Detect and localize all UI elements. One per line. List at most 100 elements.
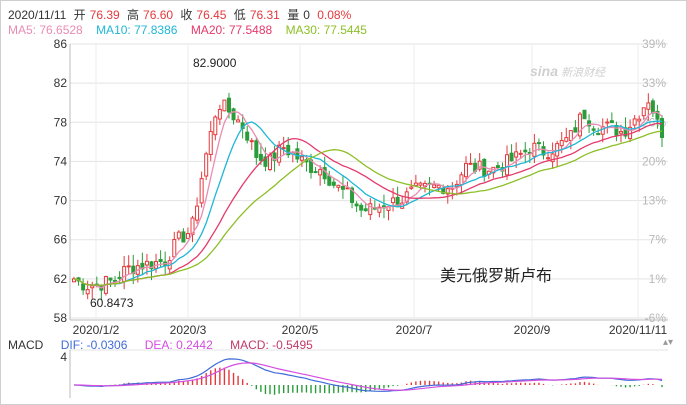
candle-body <box>559 139 564 147</box>
candle-body <box>108 277 113 281</box>
candle-body <box>505 154 510 176</box>
candle-body <box>149 261 154 270</box>
candle-body <box>226 97 231 113</box>
volume-label: 量 <box>287 8 300 22</box>
x-tick-label: 2020/3 <box>170 323 207 337</box>
ma10-line <box>73 120 663 287</box>
candle-body <box>641 107 646 117</box>
y-tick-label: 78 <box>54 115 68 129</box>
open-label: 开 <box>73 8 86 22</box>
macd-label: MACD <box>8 338 44 352</box>
dea-legend: DEA: 0.2442 <box>144 338 213 352</box>
open-value: 76.39 <box>89 8 120 22</box>
watermark-text: 新浪财经 <box>561 67 606 79</box>
candle-body <box>359 204 364 211</box>
y-tick-label: 58 <box>54 311 68 325</box>
candle-body <box>577 113 582 137</box>
candle-body <box>122 266 127 282</box>
candle-body <box>464 162 468 178</box>
candle-body <box>144 260 149 266</box>
candle-body <box>327 175 332 186</box>
ma5-legend: MA5: 76.6528 <box>8 23 83 37</box>
y-pct-tick-label: -6% <box>645 311 667 325</box>
candle-body <box>573 127 578 133</box>
candle-body <box>90 285 95 289</box>
ma-legend: MA5: 76.6528 MA10: 77.8386 MA20: 77.5488… <box>8 23 377 37</box>
macd-legend: MACD DIF: -0.0306 DEA: 0.2442 MACD: -0.5… <box>8 338 327 352</box>
candle-body <box>655 110 660 120</box>
candle-body <box>126 265 131 268</box>
candle-body <box>190 217 195 235</box>
dif-line <box>73 358 663 392</box>
candle-body <box>258 153 263 161</box>
close-label: 收 <box>180 8 193 22</box>
y-pct-tick-label: 13% <box>642 194 666 208</box>
candle-body <box>140 262 145 270</box>
candle-body <box>536 142 541 145</box>
dea-line <box>74 362 663 391</box>
candle-body <box>618 130 623 134</box>
candle-body <box>368 203 373 216</box>
high-label: 高 <box>127 8 140 22</box>
y-tick-label: 70 <box>54 194 68 208</box>
candle-body <box>541 146 546 156</box>
volume-value: 0 <box>303 8 310 22</box>
candle-body <box>340 186 345 190</box>
date-value: 2020/11/11 <box>8 8 67 22</box>
candle-body <box>117 276 122 279</box>
ma20-legend: MA20: 77.5488 <box>190 23 273 37</box>
candle-body <box>181 231 186 243</box>
candle-body <box>281 147 286 150</box>
low-value: 76.31 <box>249 8 280 22</box>
collapse-chevron-icon[interactable]: ▴▾ <box>662 337 673 348</box>
candle-body <box>72 278 76 283</box>
candle-body <box>363 208 368 212</box>
ma30-line <box>73 130 663 287</box>
candle-body <box>313 171 318 174</box>
candle-body <box>468 162 473 165</box>
candle-body <box>377 206 382 213</box>
y-tick-label: 86 <box>54 37 68 51</box>
candle-body <box>299 156 304 161</box>
y-pct-tick-label: 39% <box>642 37 666 51</box>
candle-body <box>236 119 241 123</box>
candle-body <box>614 124 619 136</box>
candle-body <box>568 130 573 142</box>
candle-body <box>318 169 323 176</box>
y-pct-tick-label: 1% <box>649 272 667 286</box>
candle-body <box>523 149 528 153</box>
low-annotation: 60.8473 <box>90 296 134 310</box>
candle-body <box>582 109 587 120</box>
candle-body <box>646 102 651 110</box>
candle-body <box>591 128 596 131</box>
candle-body <box>176 231 181 239</box>
info-row: 2020/11/11 开 76.39 高 76.60 收 76.45 低 76.31 量… <box>8 6 355 23</box>
y-tick-label: 74 <box>54 154 68 168</box>
y-tick-label: 66 <box>54 233 68 247</box>
candle-body <box>222 99 227 112</box>
low-label: 低 <box>233 8 246 22</box>
macd-value-legend: MACD: -0.5495 <box>230 338 313 352</box>
watermark-brand: sina <box>530 63 559 79</box>
candle-body <box>195 205 200 221</box>
candle-body <box>350 187 355 204</box>
candle-body <box>596 133 601 136</box>
y-pct-tick-label: 7% <box>649 233 667 247</box>
candle-body <box>409 186 414 189</box>
x-tick-label: 2020/9 <box>514 323 551 337</box>
candle-body <box>254 140 259 158</box>
candle-body <box>632 118 637 126</box>
candle-body <box>331 181 336 186</box>
dif-legend: DIF: -0.0306 <box>60 338 128 352</box>
candle-body <box>477 160 482 170</box>
candle-body <box>550 153 555 163</box>
candle-body <box>546 157 551 160</box>
candle-body <box>295 148 300 160</box>
y-pct-tick-label: 33% <box>642 76 666 90</box>
high-annotation: 82.9000 <box>193 56 237 70</box>
candle-body <box>172 239 177 258</box>
candle-body <box>199 178 204 204</box>
instrument-caption: 美元俄罗斯卢布 <box>440 266 553 285</box>
ma10-legend: MA10: 77.8386 <box>96 23 178 37</box>
candle-body <box>650 100 655 114</box>
